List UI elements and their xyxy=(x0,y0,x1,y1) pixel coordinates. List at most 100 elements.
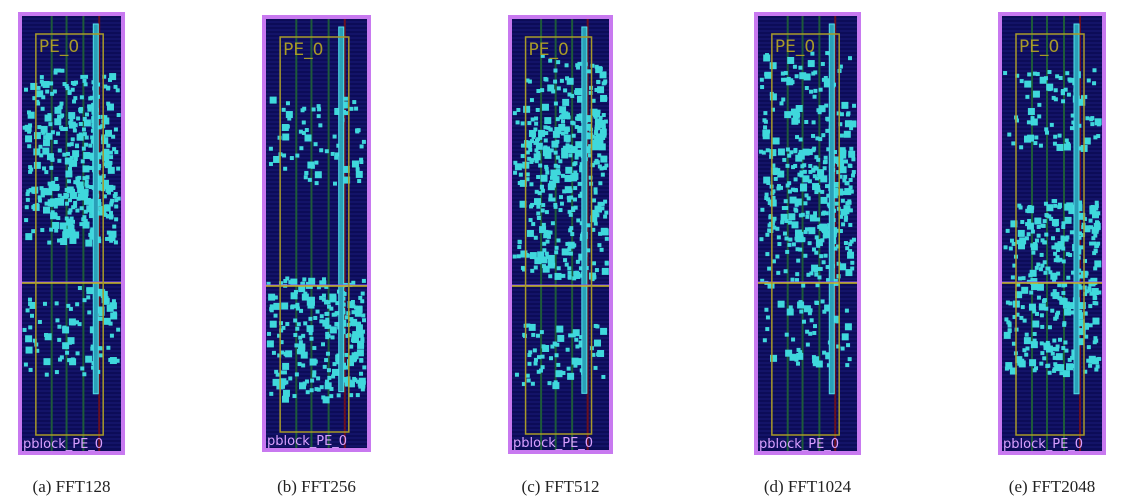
placed-cell xyxy=(1085,116,1089,120)
placed-cell xyxy=(1092,241,1096,245)
placed-cell xyxy=(40,186,44,190)
placed-cell xyxy=(849,147,853,151)
placed-cell xyxy=(816,185,820,189)
placed-cell xyxy=(557,238,561,242)
placed-cell xyxy=(73,128,77,132)
placed-cell xyxy=(548,183,555,190)
placed-cell xyxy=(1094,301,1098,305)
placed-cell xyxy=(26,308,30,312)
placed-cell xyxy=(98,317,102,321)
placed-cell xyxy=(325,382,332,389)
placed-cell xyxy=(846,343,850,347)
placed-cell xyxy=(62,153,66,157)
placed-cell xyxy=(822,310,826,314)
placed-cell xyxy=(553,80,557,84)
placed-cell xyxy=(573,271,577,275)
placed-cell xyxy=(796,259,800,263)
placed-cell xyxy=(28,302,32,306)
placed-cell xyxy=(819,88,823,92)
caption: (d) FFT1024 xyxy=(764,477,852,496)
placed-cell xyxy=(547,235,551,239)
placed-cell xyxy=(109,234,116,241)
placed-cell xyxy=(601,228,608,235)
placed-cell xyxy=(77,176,81,180)
placed-cell xyxy=(82,165,89,172)
placed-cell xyxy=(848,56,852,60)
placed-cell xyxy=(1055,222,1059,226)
placed-cell xyxy=(40,228,44,232)
placed-cell xyxy=(850,190,854,194)
placed-cell xyxy=(573,364,577,368)
placed-cell xyxy=(88,144,92,148)
placed-cell xyxy=(280,351,284,355)
placed-cell xyxy=(55,301,59,305)
placed-cell xyxy=(1020,79,1024,83)
placed-cell xyxy=(1011,141,1015,145)
placed-cell xyxy=(850,261,854,265)
placed-cell xyxy=(765,233,769,237)
placed-cell xyxy=(41,131,45,135)
placed-cell xyxy=(272,351,276,355)
placed-cell xyxy=(536,108,540,112)
placed-cell xyxy=(68,167,72,171)
placed-cell xyxy=(801,284,805,288)
placed-cell xyxy=(1044,233,1048,237)
placed-cell xyxy=(1093,229,1097,233)
placed-cell xyxy=(1012,242,1016,246)
placed-cell xyxy=(110,334,114,338)
placed-cell xyxy=(1060,301,1064,305)
placed-cell xyxy=(1024,81,1031,88)
placed-cell xyxy=(548,197,552,201)
placed-cell xyxy=(352,377,356,381)
placed-cell xyxy=(105,130,112,137)
placed-cell xyxy=(800,164,804,168)
placed-cell xyxy=(806,343,810,347)
placed-cell xyxy=(49,166,53,170)
placed-cell xyxy=(114,127,118,131)
placed-cell xyxy=(844,216,848,220)
placed-cell xyxy=(54,118,61,125)
placed-cell xyxy=(281,385,285,389)
placed-cell xyxy=(767,267,771,271)
placed-cell xyxy=(1065,217,1072,224)
placed-cell xyxy=(556,326,563,333)
placed-cell xyxy=(42,166,46,170)
placed-cell xyxy=(344,97,348,101)
placed-cell xyxy=(1032,309,1036,313)
placed-cell xyxy=(572,333,576,337)
placed-cell xyxy=(1084,138,1091,145)
placed-cell xyxy=(349,107,353,111)
placed-cell xyxy=(840,112,844,116)
placed-cell xyxy=(285,276,289,280)
placed-cell xyxy=(766,148,770,152)
placed-cell xyxy=(55,318,59,322)
placed-cell xyxy=(526,150,530,154)
placed-cell xyxy=(1022,348,1026,352)
placed-cell xyxy=(310,359,317,366)
bram-column xyxy=(339,27,344,392)
placed-cell xyxy=(314,387,318,391)
placed-cell xyxy=(803,254,807,258)
placed-cell xyxy=(534,198,541,205)
placed-cell xyxy=(104,318,111,325)
placed-cell xyxy=(773,137,780,144)
placed-cell xyxy=(845,181,849,185)
pe-label: PE_0 xyxy=(1019,37,1059,57)
placed-cell xyxy=(49,185,53,189)
placed-cell xyxy=(34,132,41,139)
placed-cell xyxy=(841,199,845,203)
placed-cell xyxy=(540,185,544,189)
placed-cell xyxy=(1089,219,1093,223)
placed-cell xyxy=(116,328,120,332)
placed-cell xyxy=(269,147,273,151)
placed-cell xyxy=(270,321,277,328)
placed-cell xyxy=(573,186,577,190)
placed-cell xyxy=(1033,72,1037,76)
caption: (b) FFT256 xyxy=(277,477,356,496)
placed-cell xyxy=(533,348,537,352)
placed-cell xyxy=(595,65,599,69)
placed-cell xyxy=(351,281,355,285)
placed-cell xyxy=(795,74,799,78)
placed-cell xyxy=(325,318,329,322)
placed-cell xyxy=(601,145,605,149)
